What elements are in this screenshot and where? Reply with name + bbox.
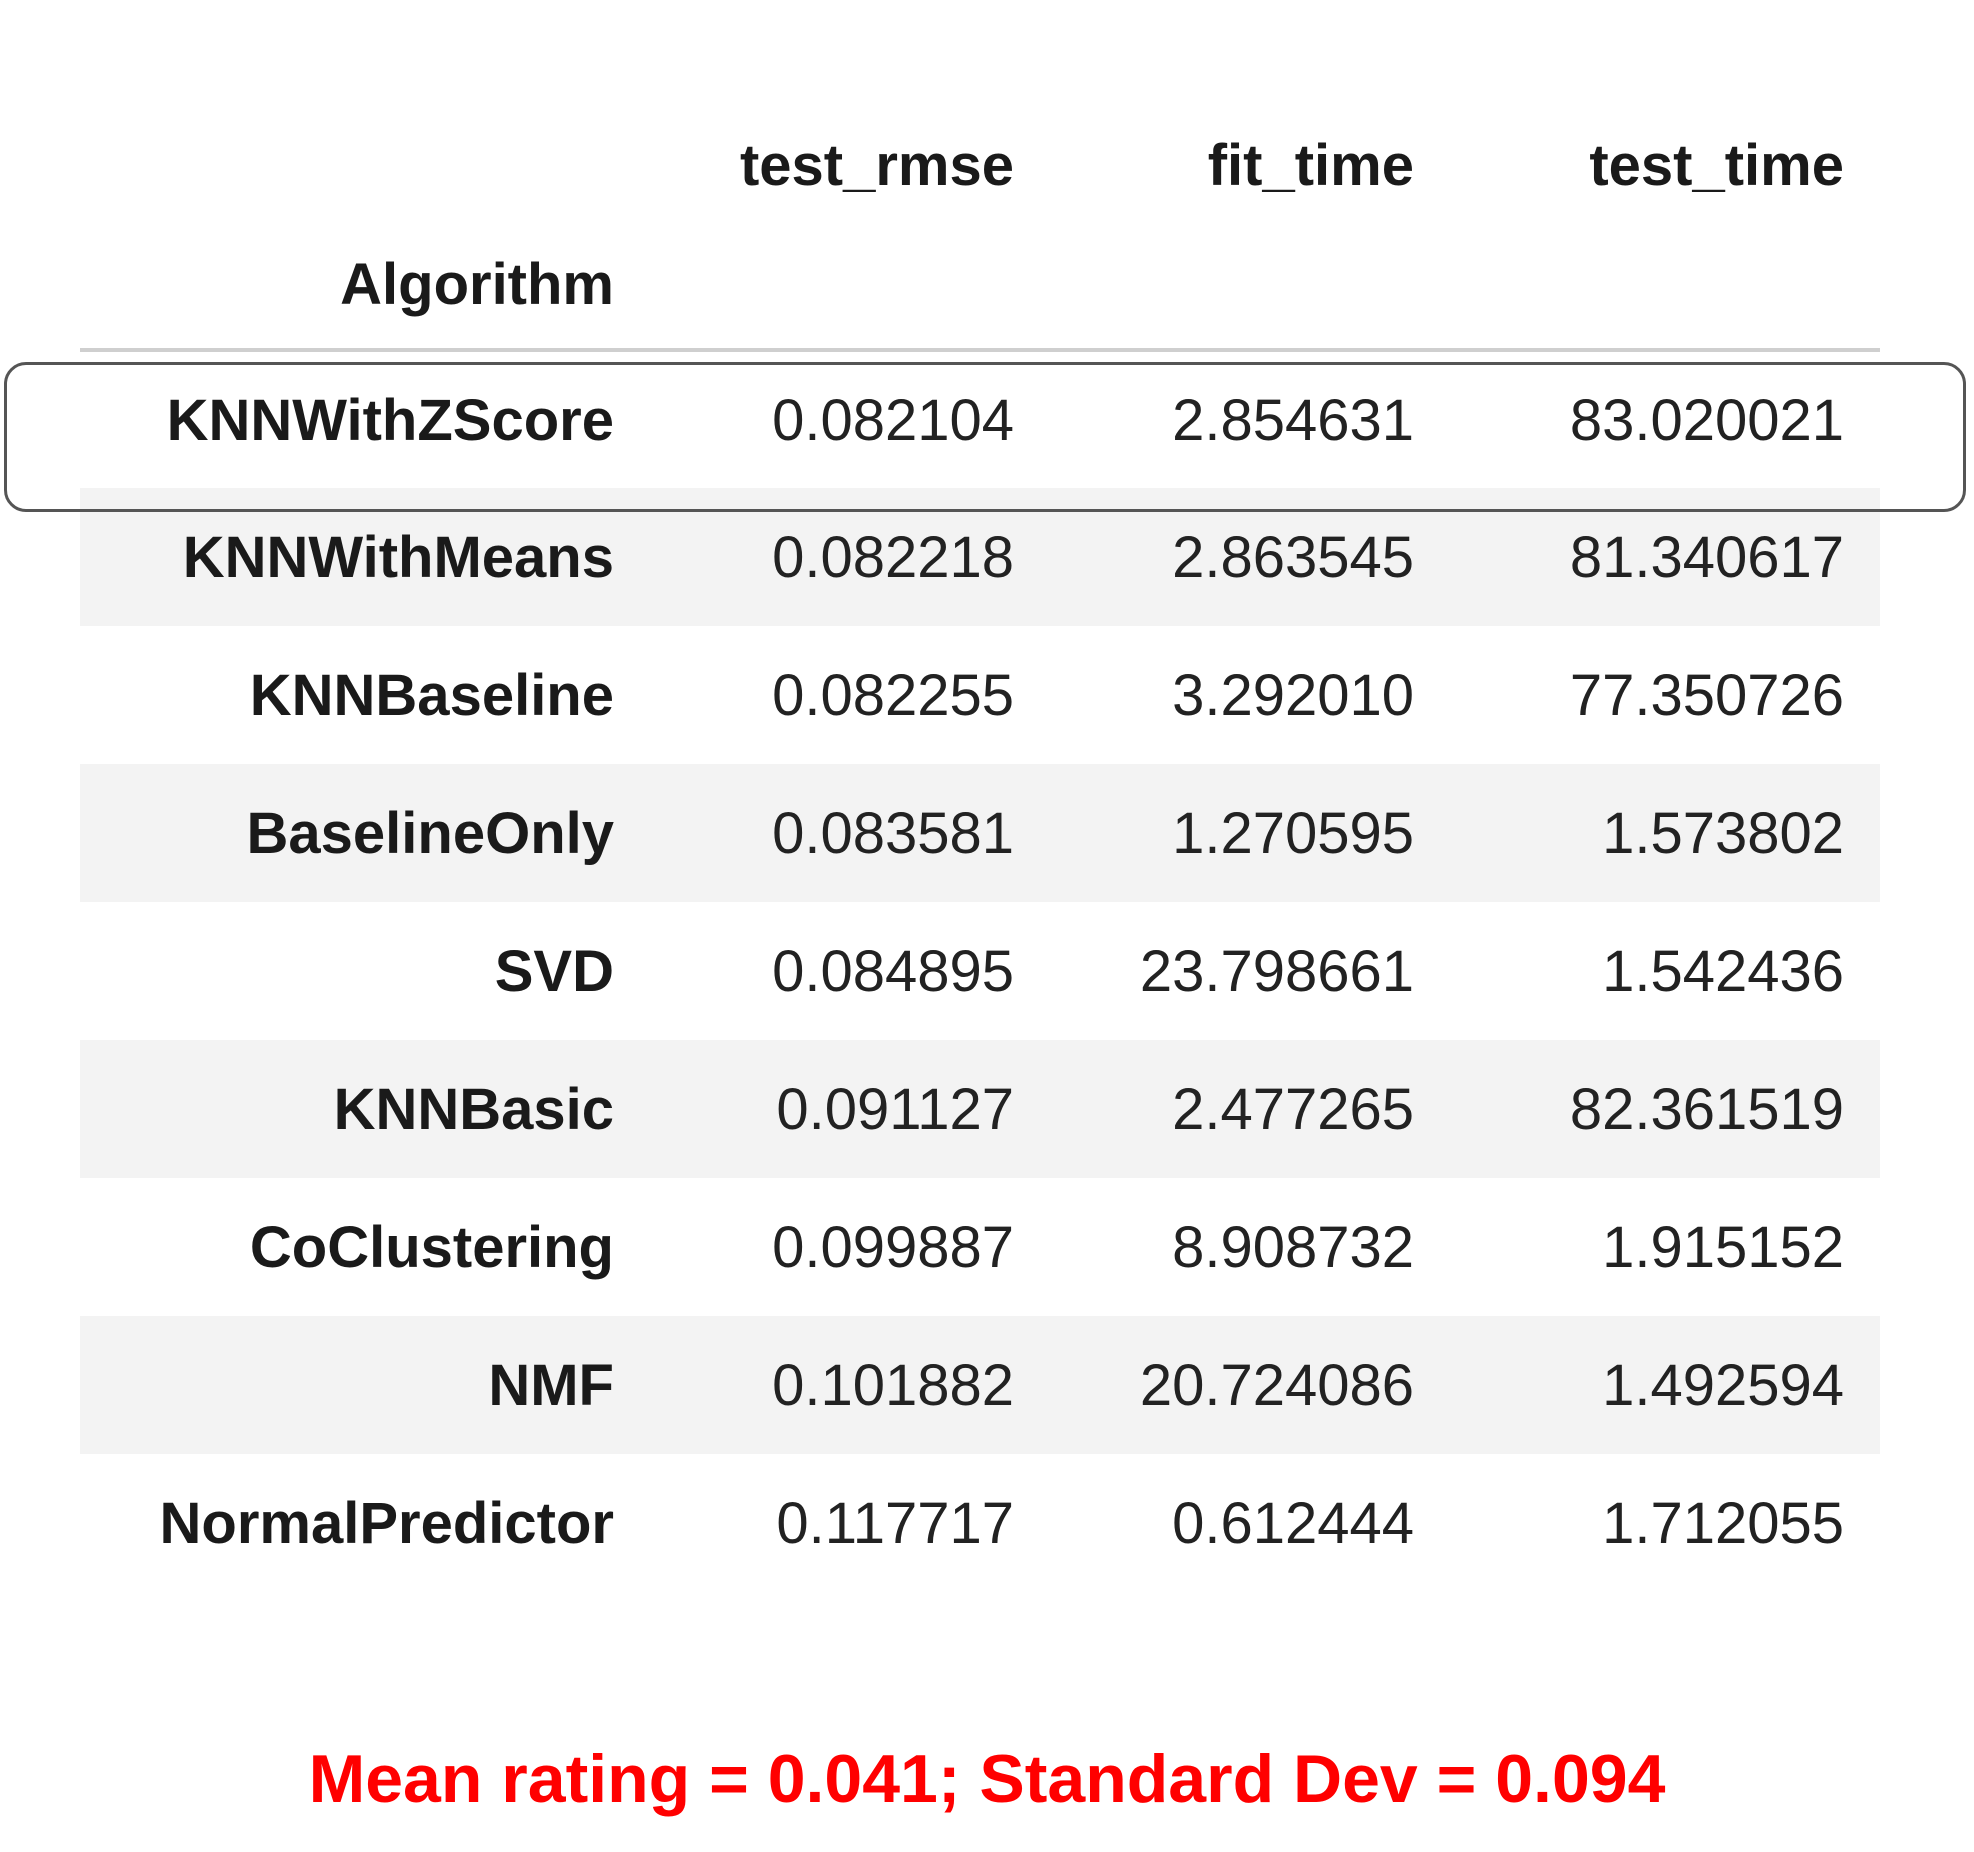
cell-fit-time: 2.854631 xyxy=(1172,387,1414,453)
index-name-blank xyxy=(1050,220,1450,352)
table-row: NormalPredictor 0.117717 0.612444 1.7120… xyxy=(80,1454,1880,1592)
cell-test-time: 77.350726 xyxy=(1569,662,1844,728)
cell-fit-time: 2.477265 xyxy=(1172,1076,1414,1142)
column-header-test-rmse: test_rmse xyxy=(739,132,1014,198)
table-row: CoClustering 0.099887 8.908732 1.915152 xyxy=(80,1178,1880,1316)
cell-fit-time: 1.270595 xyxy=(1172,800,1414,866)
cell-test-time: 82.361519 xyxy=(1569,1076,1844,1142)
cell-test-rmse: 0.083581 xyxy=(772,800,1014,866)
table-row: SVD 0.084895 23.798661 1.542436 xyxy=(80,902,1880,1040)
cell-test-rmse: 0.101882 xyxy=(772,1352,1014,1418)
cell-fit-time: 2.863545 xyxy=(1172,524,1414,590)
column-header-test-time: test_time xyxy=(1589,132,1844,198)
row-label: KNNBaseline xyxy=(249,662,614,728)
cell-test-time: 1.542436 xyxy=(1602,938,1844,1004)
cell-fit-time: 23.798661 xyxy=(1139,938,1414,1004)
cell-test-time: 81.340617 xyxy=(1569,524,1844,590)
index-name-blank xyxy=(650,220,1050,352)
cell-test-time: 83.020021 xyxy=(1569,387,1844,453)
row-label: KNNWithZScore xyxy=(166,387,614,453)
row-label: BaselineOnly xyxy=(246,800,614,866)
row-label: NMF xyxy=(488,1352,614,1418)
column-header-row: test_rmse fit_time test_time xyxy=(80,110,1880,220)
row-label: KNNBasic xyxy=(333,1076,614,1142)
table-row: KNNBaseline 0.082255 3.292010 77.350726 xyxy=(80,626,1880,764)
table-row: NMF 0.101882 20.724086 1.492594 xyxy=(80,1316,1880,1454)
cell-test-rmse: 0.084895 xyxy=(772,938,1014,1004)
cell-test-time: 1.712055 xyxy=(1602,1490,1844,1556)
table-row: KNNBasic 0.091127 2.477265 82.361519 xyxy=(80,1040,1880,1178)
index-name-blank xyxy=(1450,220,1880,352)
row-label: KNNWithMeans xyxy=(182,524,614,590)
cell-test-time: 1.915152 xyxy=(1602,1214,1844,1280)
cell-fit-time: 3.292010 xyxy=(1172,662,1414,728)
results-dataframe: test_rmse fit_time test_time Algorithm K… xyxy=(80,110,1880,1592)
cell-test-rmse: 0.099887 xyxy=(772,1214,1014,1280)
cell-test-rmse: 0.117717 xyxy=(776,1490,1014,1556)
cell-fit-time: 8.908732 xyxy=(1172,1214,1414,1280)
summary-caption: Mean rating = 0.041; Standard Dev = 0.09… xyxy=(308,1741,1666,1817)
cell-fit-time: 0.612444 xyxy=(1172,1490,1414,1556)
table-body: KNNWithZScore 0.082104 2.854631 83.02002… xyxy=(80,350,1880,1592)
cell-test-rmse: 0.091127 xyxy=(776,1076,1014,1142)
row-label: SVD xyxy=(494,938,614,1004)
cell-fit-time: 20.724086 xyxy=(1139,1352,1414,1418)
table-row: KNNWithZScore 0.082104 2.854631 83.02002… xyxy=(80,350,1880,488)
index-header-blank xyxy=(80,110,650,220)
cell-test-rmse: 0.082218 xyxy=(772,524,1014,590)
row-label: NormalPredictor xyxy=(159,1490,614,1556)
table-row: KNNWithMeans 0.082218 2.863545 81.340617 xyxy=(80,488,1880,626)
column-header-fit-time: fit_time xyxy=(1207,132,1414,198)
cell-test-rmse: 0.082255 xyxy=(772,662,1014,728)
index-name-row: Algorithm xyxy=(80,220,1880,352)
cell-test-rmse: 0.082104 xyxy=(772,387,1014,453)
table-row: BaselineOnly 0.083581 1.270595 1.573802 xyxy=(80,764,1880,902)
table-header: test_rmse fit_time test_time Algorithm xyxy=(80,110,1880,352)
row-label: CoClustering xyxy=(249,1214,614,1280)
cell-test-time: 1.573802 xyxy=(1602,800,1844,866)
index-name-header: Algorithm xyxy=(80,220,650,352)
cell-test-time: 1.492594 xyxy=(1602,1352,1844,1418)
